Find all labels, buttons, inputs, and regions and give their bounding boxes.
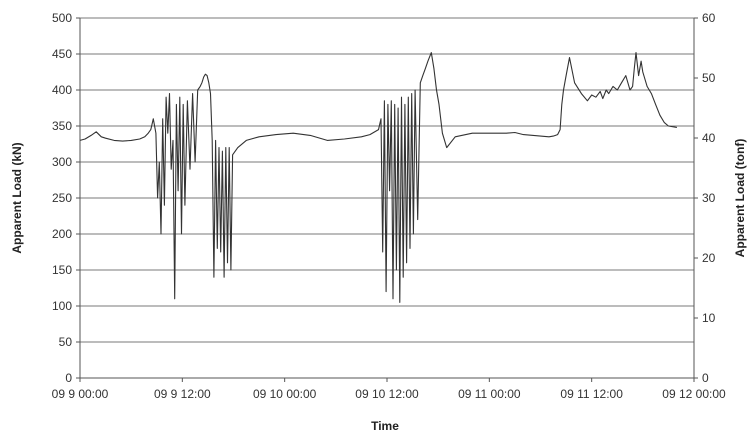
x-tick-label: 09 12 00:00	[662, 387, 726, 401]
y2-tick-label: 10	[702, 311, 716, 325]
y2-tick-label: 40	[702, 131, 716, 145]
y-tick-label: 300	[52, 155, 72, 169]
y-tick-label: 250	[52, 191, 72, 205]
x-tick-label: 09 10 12:00	[355, 387, 419, 401]
x-tick-label: 09 11 00:00	[458, 387, 521, 401]
y2-tick-label: 60	[702, 11, 716, 25]
y-tick-label: 500	[52, 11, 72, 25]
y-tick-label: 200	[52, 227, 72, 241]
y-tick-label: 0	[65, 371, 72, 385]
x-axis-title: Time	[371, 419, 399, 433]
y2-tick-label: 50	[702, 71, 716, 85]
y2-tick-label: 20	[702, 251, 716, 265]
y2-tick-label: 0	[702, 371, 709, 385]
x-tick-label: 09 11 12:00	[560, 387, 623, 401]
y-tick-label: 150	[52, 263, 72, 277]
x-tick-label: 09 10 00:00	[253, 387, 317, 401]
y-axis-title-right: Apparent Load (tonf)	[733, 139, 747, 258]
y-tick-label: 50	[59, 335, 73, 349]
y-tick-label: 350	[52, 119, 72, 133]
y-axis-title-left: Apparent Load (kN)	[10, 142, 24, 253]
y-tick-label: 400	[52, 83, 72, 97]
x-tick-label: 09 9 00:00	[52, 387, 109, 401]
y-tick-label: 450	[52, 47, 72, 61]
y2-tick-label: 30	[702, 191, 716, 205]
y-tick-label: 100	[52, 299, 72, 313]
x-tick-label: 09 9 12:00	[154, 387, 211, 401]
series-line	[79, 52, 677, 303]
